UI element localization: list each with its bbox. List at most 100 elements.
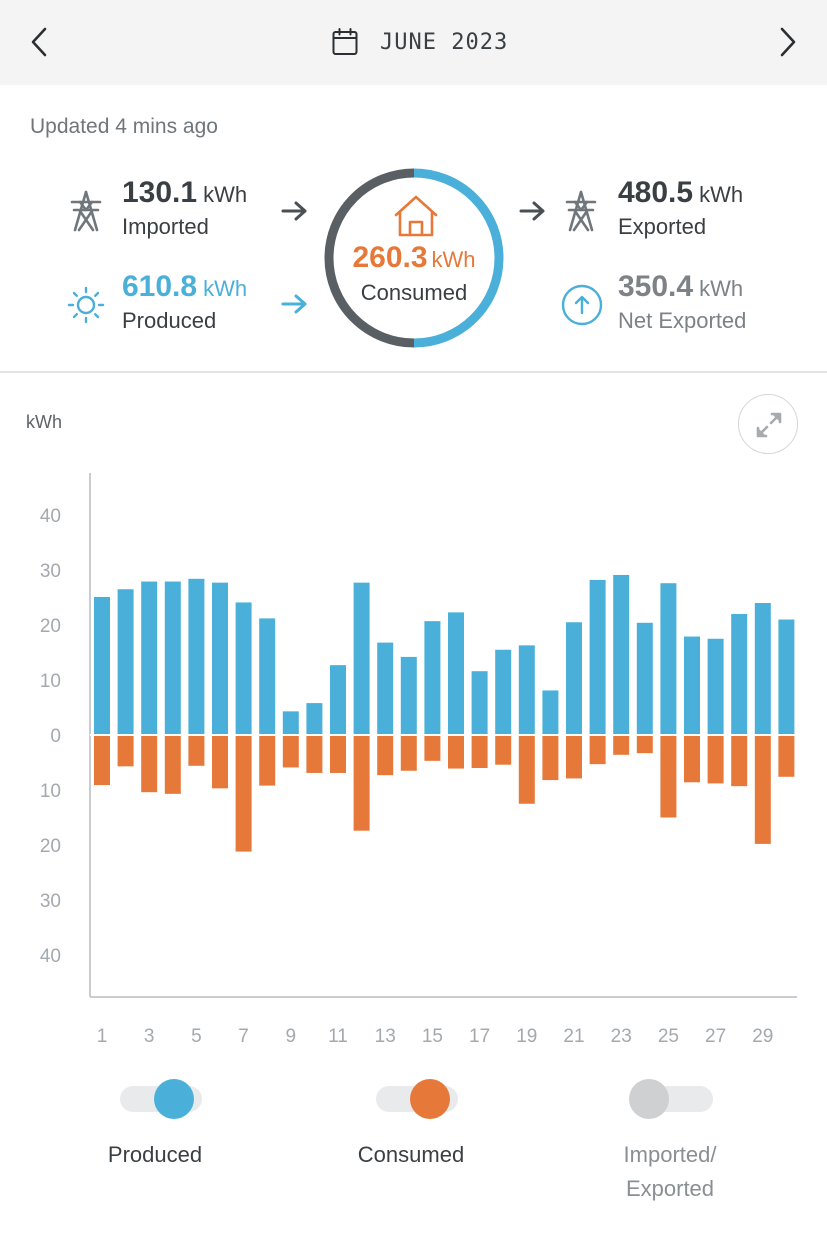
produced-bar [636,622,653,735]
consumed-bar [282,735,299,768]
produced-toggle-label: Produced [107,1142,203,1167]
consumed-bar [448,735,464,769]
arrow-right-icon [281,201,307,221]
x-tick-label: 27 [705,1026,726,1047]
produced-bar [731,614,748,735]
produced-label: Produced [122,308,217,333]
consumed-bar [636,735,653,754]
produced-bar [188,578,205,735]
x-tick-label: 23 [611,1026,632,1047]
consumed-bar [684,735,700,783]
x-tick-label: 7 [238,1026,249,1047]
consumed-bar [778,735,795,777]
produced-bar [518,645,535,735]
imported-value: 130.1 [122,176,198,209]
consumed-bar [731,735,748,787]
produced-bar [566,622,582,735]
y-tick-label: 20 [40,836,61,857]
consumed-bar [589,735,606,765]
consumed-bar [188,735,205,766]
arrow-right-icon [519,201,545,221]
upload-circle-icon [561,284,603,326]
x-tick-label: 21 [563,1026,584,1047]
produced-bar [660,583,677,735]
consumed-bar [495,735,512,765]
consumed-bar [377,735,394,776]
imported-unit: kWh [203,182,248,207]
x-tick-label: 9 [286,1026,297,1047]
produced-value: 610.8 [122,270,198,303]
consumed-bar [471,735,488,768]
month-selector[interactable]: JUNE 2023 [330,26,508,58]
produced-bar [471,671,488,735]
produced-bar [542,690,559,735]
produced-bar [235,602,252,735]
y-tick-label: 10 [40,671,61,692]
next-month-button[interactable] [767,22,807,62]
exported-label: Exported [618,214,707,239]
produced-bar [400,656,417,735]
imported-exported-toggle-label: Imported/ Exported [590,1138,750,1206]
consumed-toggle[interactable] [376,1079,460,1119]
consumed-bar [660,735,677,818]
x-tick-label: 19 [516,1026,537,1047]
produced-bar [754,603,771,735]
expand-chart-button[interactable] [738,394,798,454]
consumed-bar [141,735,158,793]
produced-stat: 610.8 kWh Produced [122,270,247,336]
consumed-toggle-label: Consumed [357,1142,465,1167]
x-tick-label: 13 [375,1026,396,1047]
produced-toggle[interactable] [120,1079,204,1119]
calendar-icon [332,28,358,55]
consumed-bar [330,735,346,773]
updated-text: Updated 4 mins ago [30,115,218,138]
net-exported-value: 350.4 [618,270,694,303]
y-tick-label: 30 [40,561,61,582]
month-header: JUNE 2023 [0,0,827,85]
x-tick-label: 29 [752,1026,773,1047]
net-exported-unit: kWh [699,276,744,301]
produced-bar [424,621,441,735]
y-tick-label: 20 [40,616,61,637]
x-tick-label: 17 [469,1026,490,1047]
y-tick-label: 40 [40,506,61,527]
exported-stat: 480.5 kWh Exported [618,176,743,242]
consumed-bar [94,735,110,786]
house-icon [394,195,438,237]
produced-bar [212,582,228,735]
produced-bar [589,579,606,735]
consumption-ring [324,168,504,348]
produced-bar [613,574,630,735]
consumed-bar [164,735,181,794]
produced-bar [330,665,346,735]
y-tick-label: 40 [40,946,61,967]
power-tower-icon [70,190,102,232]
x-tick-label: 5 [191,1026,202,1047]
consumed-bar [400,735,417,771]
toggle-knob [154,1079,194,1119]
arrow-right-icon [281,294,307,314]
consumed-bar [613,735,630,755]
imported-exported-toggle[interactable] [629,1079,713,1119]
consumed-bar [518,735,535,804]
produced-bar [377,642,394,735]
x-tick-label: 11 [328,1026,348,1047]
consumed-stat: 260.3 kWh Consumed [323,238,505,306]
imported-exported-label-line2: Exported [625,1176,715,1201]
consumed-bar [235,735,252,852]
produced-bar [448,612,464,735]
produced-bar [707,638,724,735]
y-tick-label: 0 [50,726,61,747]
produced-bar [353,582,370,735]
consumed-unit: kWh [431,247,476,272]
produced-bar [495,649,512,735]
prev-month-button[interactable] [20,22,60,62]
produced-unit: kWh [203,276,248,301]
power-tower-icon [565,190,597,232]
chevron-right-icon [780,27,796,57]
produced-bar [684,636,700,735]
net-exported-label: Net Exported [618,308,747,333]
produced-bar [282,711,299,735]
produced-bar [94,596,110,735]
